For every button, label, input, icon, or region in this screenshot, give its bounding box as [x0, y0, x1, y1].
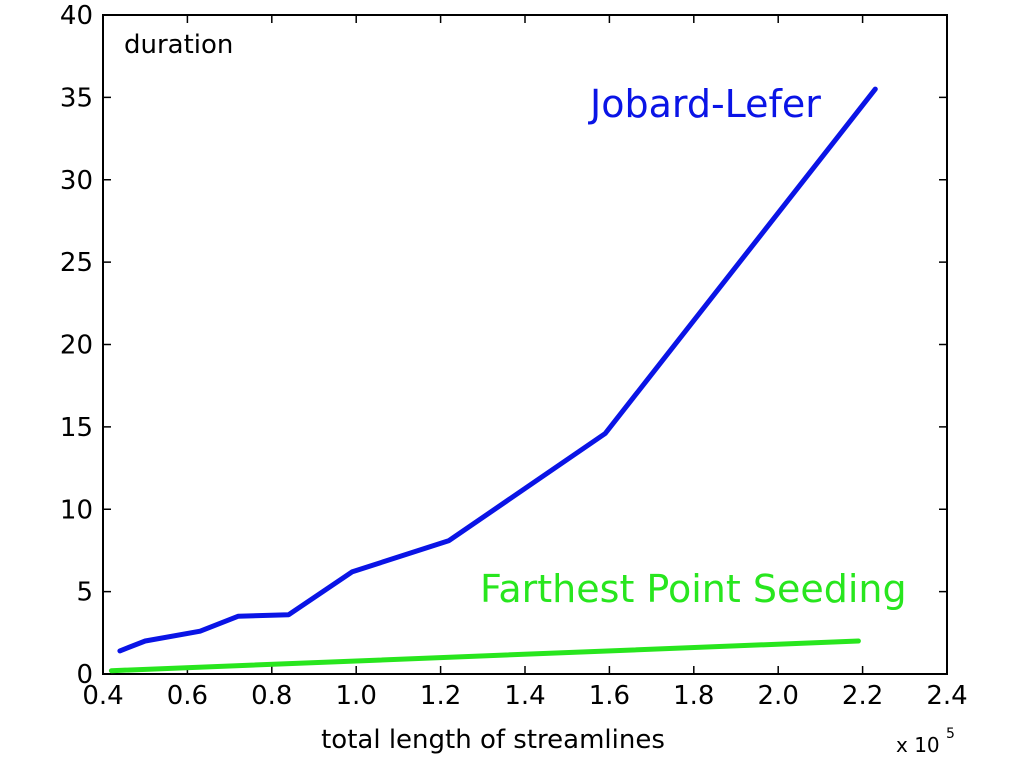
- series-layer: [108, 86, 878, 674]
- x-axis-multiplier-exponent: 5: [946, 726, 955, 742]
- y-tick-label: 5: [76, 578, 93, 608]
- x-axis-multiplier-base: x 10: [896, 733, 940, 757]
- x-tick-label: 1.4: [504, 681, 545, 711]
- x-tick-label: 0.8: [251, 681, 292, 711]
- y-tick-label: 10: [60, 495, 93, 525]
- y-axis-label: duration: [124, 30, 233, 60]
- y-tick-label: 0: [76, 660, 93, 690]
- plot-area: [102, 14, 948, 675]
- series-label-farthest-point-seeding: Farthest Point Seeding: [480, 567, 907, 611]
- series-line-farthest-point-seeding: [108, 638, 861, 674]
- x-axis-multiplier: x 10 5: [896, 726, 955, 757]
- x-tick-label: 1.8: [673, 681, 714, 711]
- x-tick-label: 1.6: [589, 681, 630, 711]
- y-tick-label: 40: [60, 1, 93, 31]
- x-tick-label: 2.4: [926, 681, 967, 711]
- x-tick-label: 2.0: [758, 681, 799, 711]
- x-tick-label: 0.4: [82, 681, 123, 711]
- x-axis-label: total length of streamlines: [321, 725, 665, 755]
- y-tick-label: 20: [60, 331, 93, 361]
- axis-ticks: [102, 14, 948, 675]
- x-tick-label: 0.6: [167, 681, 208, 711]
- series-line-jobard-lefer: [117, 86, 878, 654]
- y-tick-labels: 0 5 10 15 20 25 30 35 40: [60, 1, 93, 690]
- y-tick-label: 25: [60, 248, 93, 278]
- y-tick-label: 15: [60, 413, 93, 443]
- x-tick-label: 1.0: [336, 681, 377, 711]
- x-tick-labels: 0.4 0.6 0.8 1.0 1.2 1.4 1.6 1.8 2.0 2.2 2.4: [82, 681, 967, 711]
- y-tick-label: 35: [60, 83, 93, 113]
- x-tick-label: 1.2: [420, 681, 461, 711]
- x-tick-label: 2.2: [842, 681, 883, 711]
- series-label-jobard-lefer: Jobard-Lefer: [588, 82, 821, 126]
- y-tick-label: 30: [60, 166, 93, 196]
